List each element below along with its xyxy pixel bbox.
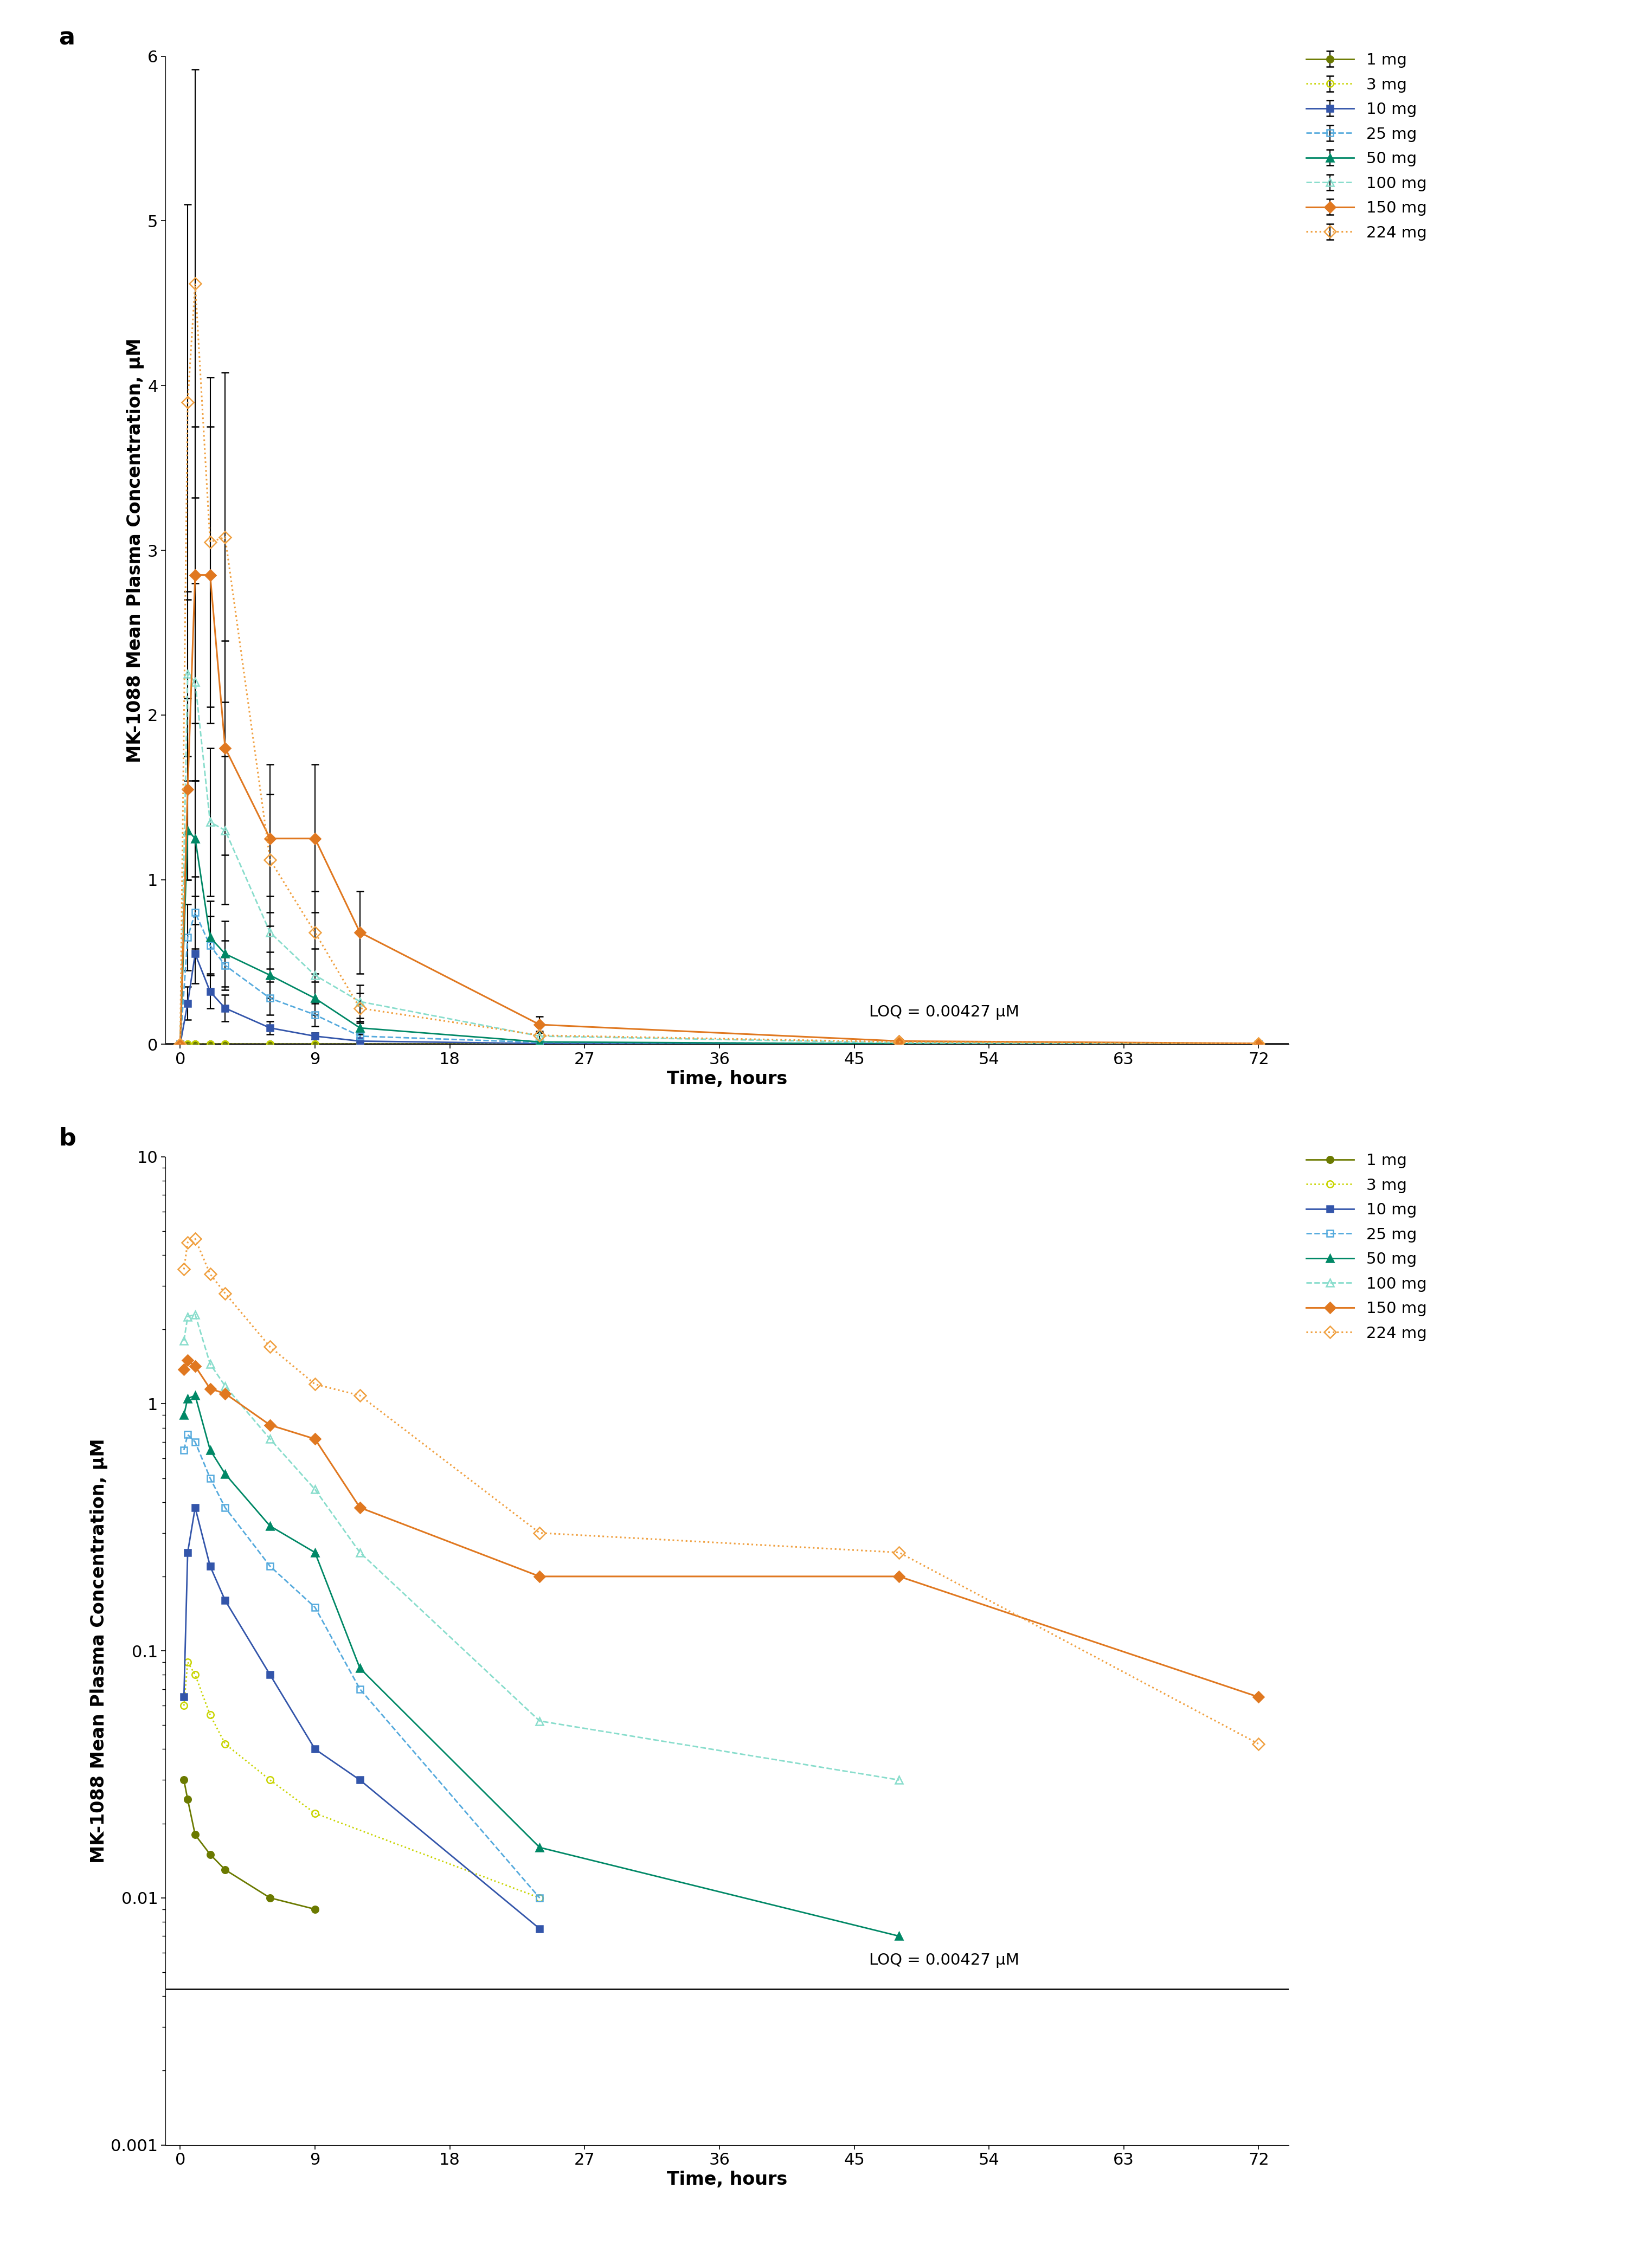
100 mg	[306, 1476, 325, 1503]
3 mg	[185, 1662, 205, 1689]
100 mg	[185, 1300, 205, 1327]
150 mg	[1249, 1684, 1269, 1711]
X-axis label: Time, hours: Time, hours	[667, 1071, 786, 1087]
Legend: 1 mg, 3 mg, 10 mg, 25 mg, 50 mg, 100 mg, 150 mg, 224 mg: 1 mg, 3 mg, 10 mg, 25 mg, 50 mg, 100 mg,…	[1300, 1148, 1434, 1348]
50 mg	[350, 1655, 370, 1682]
100 mg	[215, 1372, 235, 1399]
224 mg	[1249, 1729, 1269, 1756]
224 mg	[259, 1334, 279, 1361]
224 mg	[178, 1229, 198, 1256]
3 mg	[215, 1729, 235, 1756]
10 mg	[215, 1588, 235, 1615]
224 mg	[306, 1370, 325, 1397]
100 mg	[173, 1327, 193, 1354]
50 mg	[259, 1512, 279, 1539]
150 mg	[306, 1426, 325, 1453]
50 mg	[306, 1539, 325, 1565]
150 mg	[173, 1357, 193, 1384]
X-axis label: Time, hours: Time, hours	[667, 2172, 786, 2188]
25 mg	[185, 1428, 205, 1455]
Text: a: a	[58, 27, 74, 49]
150 mg	[889, 1563, 909, 1590]
224 mg	[889, 1539, 909, 1565]
1 mg	[215, 1855, 235, 1882]
150 mg	[178, 1348, 198, 1375]
150 mg	[350, 1494, 370, 1521]
25 mg	[306, 1595, 325, 1622]
100 mg	[178, 1303, 198, 1330]
Y-axis label: MK-1088 Mean Plasma Concentration, μM: MK-1088 Mean Plasma Concentration, μM	[89, 1437, 107, 1864]
25 mg	[350, 1676, 370, 1702]
1 mg	[306, 1896, 325, 1923]
10 mg	[173, 1684, 193, 1711]
150 mg	[259, 1410, 279, 1437]
50 mg	[178, 1386, 198, 1413]
150 mg	[200, 1375, 220, 1402]
3 mg	[200, 1702, 220, 1729]
3 mg	[178, 1649, 198, 1676]
25 mg	[259, 1552, 279, 1579]
100 mg	[889, 1768, 909, 1795]
10 mg	[306, 1736, 325, 1763]
10 mg	[178, 1539, 198, 1565]
25 mg	[173, 1437, 193, 1464]
150 mg	[530, 1563, 550, 1590]
224 mg	[215, 1280, 235, 1307]
10 mg	[530, 1916, 550, 1943]
1 mg	[259, 1884, 279, 1911]
Text: b: b	[58, 1127, 76, 1150]
50 mg	[200, 1437, 220, 1464]
224 mg	[350, 1381, 370, 1408]
100 mg	[259, 1426, 279, 1453]
3 mg	[259, 1768, 279, 1795]
1 mg	[200, 1842, 220, 1869]
150 mg	[185, 1352, 205, 1379]
50 mg	[185, 1381, 205, 1408]
50 mg	[530, 1835, 550, 1862]
Text: LOQ = 0.00427 μM: LOQ = 0.00427 μM	[869, 1004, 1019, 1020]
Text: LOQ = 0.00427 μM: LOQ = 0.00427 μM	[869, 1952, 1019, 1967]
Line: 224 mg: 224 mg	[180, 1235, 1262, 1747]
10 mg	[259, 1662, 279, 1689]
224 mg	[200, 1260, 220, 1287]
3 mg	[173, 1691, 193, 1718]
100 mg	[200, 1350, 220, 1377]
224 mg	[530, 1521, 550, 1547]
Legend: 1 mg, 3 mg, 10 mg, 25 mg, 50 mg, 100 mg, 150 mg, 224 mg: 1 mg, 3 mg, 10 mg, 25 mg, 50 mg, 100 mg,…	[1300, 47, 1434, 247]
Line: 1 mg: 1 mg	[180, 1777, 319, 1914]
224 mg	[173, 1256, 193, 1282]
100 mg	[530, 1707, 550, 1734]
1 mg	[173, 1768, 193, 1795]
Line: 3 mg: 3 mg	[180, 1660, 544, 1902]
25 mg	[200, 1464, 220, 1491]
10 mg	[350, 1768, 370, 1795]
1 mg	[178, 1786, 198, 1813]
3 mg	[530, 1884, 550, 1911]
150 mg	[215, 1379, 235, 1406]
Line: 100 mg: 100 mg	[180, 1312, 904, 1783]
25 mg	[215, 1494, 235, 1521]
224 mg	[185, 1226, 205, 1253]
10 mg	[185, 1494, 205, 1521]
25 mg	[178, 1422, 198, 1449]
10 mg	[200, 1552, 220, 1579]
50 mg	[173, 1402, 193, 1428]
3 mg	[306, 1799, 325, 1826]
Line: 50 mg: 50 mg	[180, 1393, 904, 1941]
100 mg	[350, 1539, 370, 1565]
50 mg	[215, 1460, 235, 1487]
Y-axis label: MK-1088 Mean Plasma Concentration, μM: MK-1088 Mean Plasma Concentration, μM	[127, 337, 144, 764]
Line: 10 mg: 10 mg	[180, 1505, 544, 1932]
Line: 25 mg: 25 mg	[180, 1431, 544, 1902]
25 mg	[530, 1884, 550, 1911]
1 mg	[185, 1822, 205, 1848]
Line: 150 mg: 150 mg	[180, 1357, 1262, 1700]
50 mg	[889, 1923, 909, 1950]
